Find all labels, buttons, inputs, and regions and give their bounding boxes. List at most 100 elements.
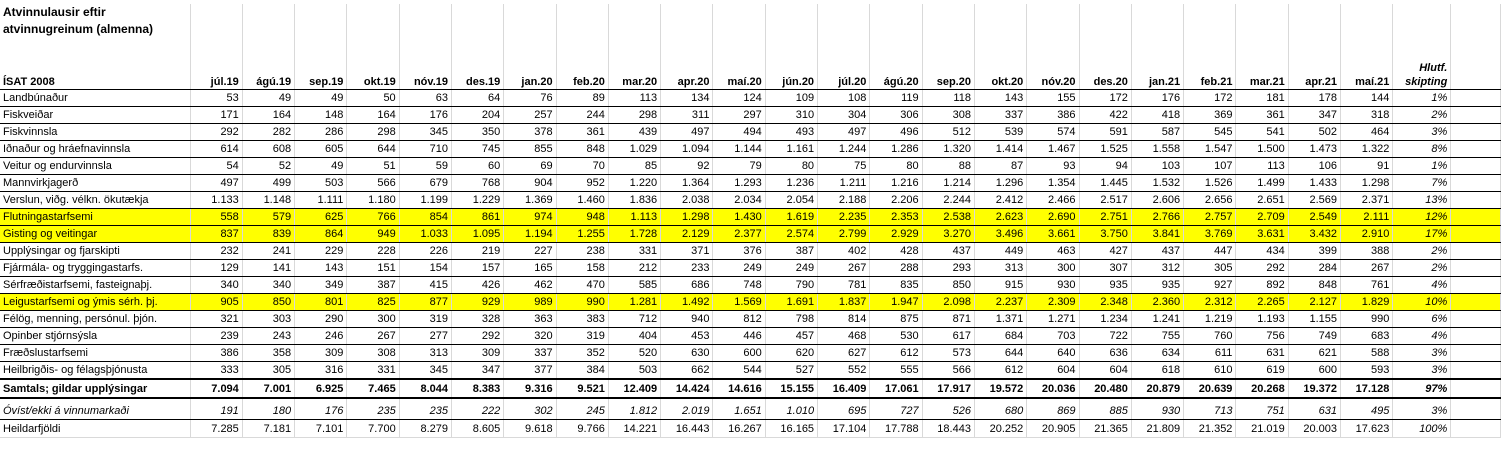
column-header: okt.20 bbox=[974, 54, 1028, 90]
cell bbox=[1450, 140, 1501, 158]
value-cell: 2.127 bbox=[1288, 293, 1342, 311]
value-cell: 70 bbox=[556, 157, 609, 175]
value-cell: 386 bbox=[1026, 106, 1080, 124]
value-cell: 940 bbox=[660, 310, 714, 328]
value-cell: 93 bbox=[1026, 157, 1080, 175]
value-cell: 308 bbox=[346, 344, 400, 362]
cell bbox=[1450, 419, 1501, 438]
value-cell: 76 bbox=[503, 89, 557, 107]
value-cell: 310 bbox=[765, 106, 819, 124]
share-cell: 12% bbox=[1392, 208, 1452, 226]
value-cell: 2.757 bbox=[1183, 208, 1237, 226]
column-header: ágú.20 bbox=[869, 54, 923, 90]
value-cell: 17.623 bbox=[1340, 419, 1394, 438]
value-cell: 164 bbox=[242, 106, 296, 124]
value-cell: 1.322 bbox=[1340, 140, 1394, 158]
value-cell: 1.296 bbox=[974, 174, 1028, 192]
value-cell: 989 bbox=[503, 293, 557, 311]
cell bbox=[869, 4, 923, 54]
value-cell: 839 bbox=[242, 225, 296, 243]
cell bbox=[922, 4, 975, 54]
value-cell: 16.409 bbox=[817, 378, 871, 399]
header-row: Atvinnulausir eftir atvinnugreinum (alme… bbox=[0, 4, 1501, 54]
value-cell: 579 bbox=[242, 208, 296, 226]
value-cell: 277 bbox=[399, 327, 452, 345]
value-cell: 3.750 bbox=[1079, 225, 1132, 243]
cell bbox=[399, 4, 452, 54]
cell bbox=[712, 4, 766, 54]
value-cell: 249 bbox=[765, 259, 819, 277]
value-cell: 1.371 bbox=[974, 310, 1028, 328]
value-cell: 119 bbox=[869, 89, 923, 107]
value-cell: 6.925 bbox=[294, 378, 348, 399]
value-cell: 755 bbox=[1131, 327, 1185, 345]
value-cell: 321 bbox=[190, 310, 243, 328]
value-cell: 176 bbox=[1131, 89, 1185, 107]
value-cell: 387 bbox=[765, 242, 819, 260]
value-cell: 2.188 bbox=[817, 191, 871, 209]
cell bbox=[608, 398, 662, 402]
value-cell: 620 bbox=[765, 344, 819, 362]
value-cell: 59 bbox=[399, 157, 452, 175]
row-label: Sérfræðistarfsemi, fasteignaþj. bbox=[0, 276, 191, 294]
value-cell: 171 bbox=[190, 106, 243, 124]
value-cell: 1.241 bbox=[1131, 310, 1185, 328]
value-cell: 20.480 bbox=[1079, 378, 1132, 399]
column-header: júl.19 bbox=[190, 54, 243, 90]
data-row: Heilbrigðis- og félagsþjónusta 333 305 316 3… bbox=[0, 361, 1501, 380]
value-cell: 144 bbox=[1340, 89, 1394, 107]
cell bbox=[1450, 89, 1501, 107]
value-cell: 172 bbox=[1079, 89, 1132, 107]
value-cell: 437 bbox=[1131, 242, 1185, 260]
value-cell: 463 bbox=[1026, 242, 1080, 260]
value-cell: 520 bbox=[608, 344, 662, 362]
cell bbox=[242, 4, 296, 54]
value-cell: 625 bbox=[294, 208, 348, 226]
value-cell: 191 bbox=[190, 402, 243, 420]
value-cell: 80 bbox=[869, 157, 923, 175]
value-cell: 222 bbox=[451, 402, 505, 420]
value-cell: 226 bbox=[399, 242, 452, 260]
value-cell: 611 bbox=[1183, 344, 1237, 362]
value-cell: 503 bbox=[294, 174, 348, 192]
row-label: Fjármála- og tryggingastarfs. bbox=[0, 259, 191, 277]
value-cell: 453 bbox=[660, 327, 714, 345]
cell bbox=[1450, 174, 1501, 192]
value-cell: 621 bbox=[1288, 344, 1342, 362]
value-cell: 631 bbox=[1235, 344, 1289, 362]
value-cell: 1.445 bbox=[1079, 174, 1132, 192]
data-row: Upplýsingar og fjarskipti 232 241 229 228 226… bbox=[0, 242, 1501, 260]
value-cell: 990 bbox=[1340, 310, 1394, 328]
value-cell: 7.101 bbox=[294, 419, 348, 438]
value-cell: 232 bbox=[190, 242, 243, 260]
value-cell: 89 bbox=[556, 89, 609, 107]
value-cell: 386 bbox=[190, 344, 243, 362]
value-cell: 428 bbox=[869, 242, 923, 260]
value-cell: 1.236 bbox=[765, 174, 819, 192]
value-cell: 766 bbox=[346, 208, 400, 226]
value-cell: 1.271 bbox=[1026, 310, 1080, 328]
value-cell: 358 bbox=[242, 344, 296, 362]
value-cell: 148 bbox=[294, 106, 348, 124]
column-header: nóv.20 bbox=[1026, 54, 1080, 90]
value-cell: 319 bbox=[399, 310, 452, 328]
value-cell: 422 bbox=[1079, 106, 1132, 124]
value-cell: 158 bbox=[556, 259, 609, 277]
value-cell: 2.606 bbox=[1131, 191, 1185, 209]
value-cell: 333 bbox=[190, 361, 243, 380]
value-cell: 885 bbox=[1079, 402, 1132, 420]
cell bbox=[399, 398, 452, 402]
cell bbox=[503, 398, 557, 402]
value-cell: 835 bbox=[869, 276, 923, 294]
cell bbox=[1183, 398, 1237, 402]
row-label: Upplýsingar og fjarskipti bbox=[0, 242, 191, 260]
value-cell: 2.799 bbox=[817, 225, 871, 243]
value-cell: 75 bbox=[817, 157, 871, 175]
value-cell: 2.538 bbox=[922, 208, 975, 226]
value-cell: 695 bbox=[817, 402, 871, 420]
value-cell: 825 bbox=[346, 293, 400, 311]
value-cell: 861 bbox=[451, 208, 505, 226]
value-cell: 801 bbox=[294, 293, 348, 311]
column-header: apr.20 bbox=[660, 54, 714, 90]
value-cell: 680 bbox=[974, 402, 1028, 420]
